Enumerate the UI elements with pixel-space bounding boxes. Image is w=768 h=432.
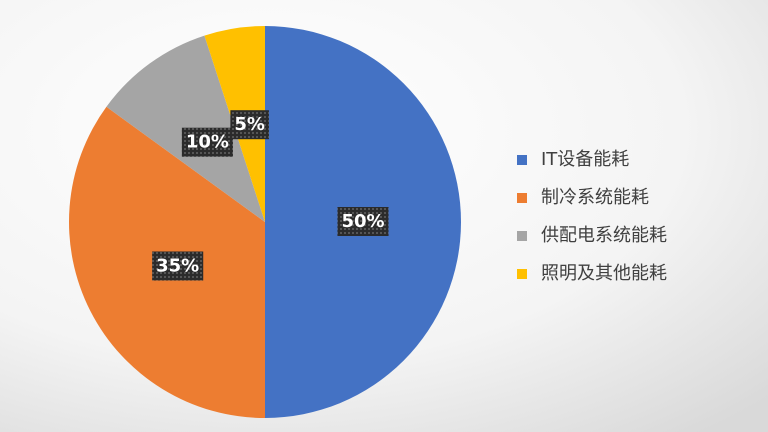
data-label: 50% bbox=[341, 211, 384, 232]
legend-label: 照明及其他能耗 bbox=[541, 263, 667, 284]
data-label-box bbox=[152, 251, 204, 281]
data-label-box bbox=[337, 207, 389, 236]
legend-label: 制冷系统能耗 bbox=[541, 187, 649, 208]
legend-swatch bbox=[517, 269, 527, 279]
legend-swatch bbox=[517, 231, 527, 241]
legend-swatch bbox=[517, 193, 527, 203]
data-label-box bbox=[181, 127, 233, 157]
data-label: 10% bbox=[186, 132, 229, 153]
legend-label: IT设备能耗 bbox=[541, 149, 629, 170]
data-label: 5% bbox=[234, 114, 265, 135]
legend-swatch bbox=[517, 155, 527, 165]
data-label-box bbox=[230, 110, 269, 140]
data-label: 35% bbox=[156, 255, 199, 276]
legend-label: 供配电系统能耗 bbox=[541, 225, 667, 246]
